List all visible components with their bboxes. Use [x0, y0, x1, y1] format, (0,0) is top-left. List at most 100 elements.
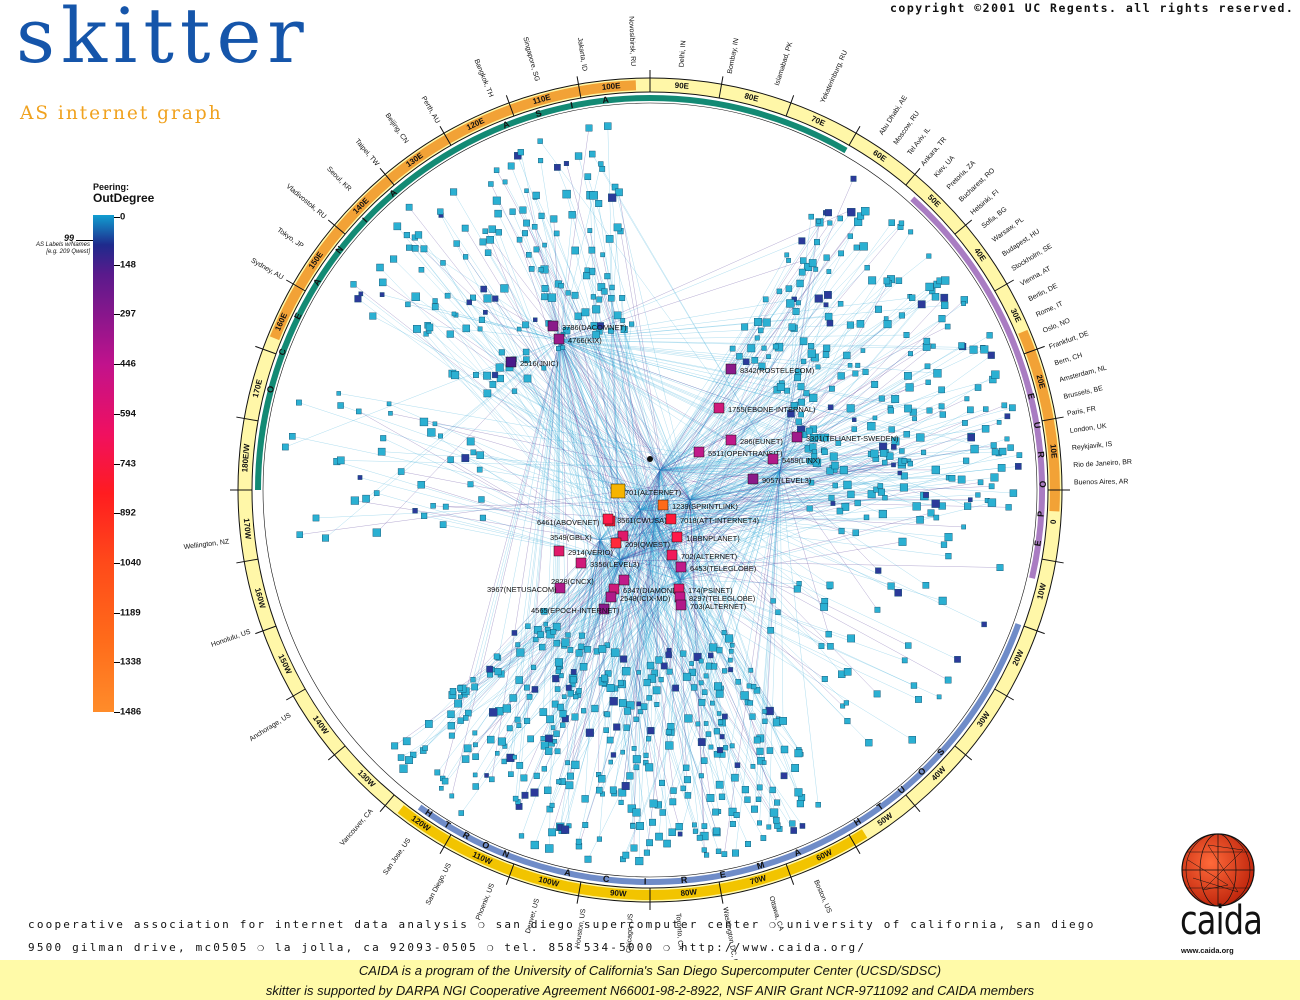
- as-node: [698, 658, 704, 664]
- hub-node: [747, 473, 759, 485]
- peering-edge: [659, 469, 834, 504]
- hub-node: [713, 402, 725, 414]
- peering-edge: [553, 579, 681, 632]
- as-node: [812, 458, 822, 467]
- as-node: [794, 749, 803, 758]
- peering-edge: [559, 297, 913, 341]
- longitude-tick: [439, 126, 452, 146]
- peering-edge: [619, 559, 913, 740]
- city-label: London, UK: [1069, 423, 1107, 435]
- peering-edge: [659, 222, 830, 471]
- longitude-label: 0: [1049, 519, 1058, 525]
- as-node: [751, 684, 757, 690]
- hub-node: [657, 499, 669, 511]
- peering-edge: [679, 437, 815, 581]
- peering-edge: [414, 237, 656, 521]
- hub-node: [675, 561, 687, 573]
- longitude-tick: [1041, 558, 1064, 564]
- peering-edge: [496, 200, 661, 471]
- as-node: [843, 668, 852, 676]
- as-node: [448, 732, 455, 739]
- as-node: [655, 832, 663, 841]
- as-node: [537, 138, 543, 144]
- as-node: [730, 643, 735, 648]
- as-node: [487, 735, 495, 744]
- city-label: Delhi, IN: [679, 40, 688, 67]
- region-letter-america: R: [680, 875, 688, 886]
- as-node: [898, 312, 905, 319]
- peering-edge: [659, 318, 887, 471]
- as-node: [441, 777, 449, 785]
- as-node: [623, 707, 631, 715]
- as-node: [729, 821, 736, 828]
- peering-edge: [492, 229, 621, 561]
- as-node: [964, 502, 972, 510]
- peering-edge: [429, 327, 601, 541]
- as-label: 4565(EPOCH-INTERNET): [531, 606, 620, 615]
- peering-edge: [559, 339, 824, 451]
- peering-edge: [639, 509, 964, 528]
- peering-edge: [559, 339, 830, 472]
- peering-edge: [619, 450, 902, 561]
- hub-node: [575, 557, 587, 569]
- as-node: [479, 238, 487, 246]
- as-label: 6461(ABOVENET): [537, 518, 600, 527]
- city-label: Paris, FR: [1067, 406, 1097, 418]
- as-node: [380, 435, 387, 442]
- as-node: [938, 596, 947, 605]
- as-node: [666, 668, 673, 675]
- legend-tick-mark: [114, 612, 120, 614]
- as-label: 1755(EBONE-INTERNAL): [728, 405, 816, 414]
- as-node: [561, 825, 570, 834]
- as-node: [489, 381, 497, 388]
- as-node: [579, 663, 588, 671]
- as-node: [964, 396, 970, 402]
- as-node: [636, 670, 641, 675]
- as-node: [652, 686, 661, 695]
- as-node: [714, 682, 722, 691]
- as-node: [663, 839, 671, 848]
- as-label: 6453(TELEGLOBE): [690, 564, 757, 573]
- as-node: [808, 479, 815, 486]
- as-node: [554, 163, 561, 171]
- region-letter-america: M: [756, 860, 766, 872]
- city-label: Anchorage, US: [248, 712, 292, 743]
- peering-edge: [721, 469, 781, 797]
- as-node: [954, 656, 961, 663]
- as-node: [940, 541, 948, 548]
- as-node: [823, 344, 831, 352]
- as-node: [470, 449, 477, 456]
- peering-edge: [689, 302, 799, 501]
- city-label: Seoul, KR: [325, 166, 352, 193]
- as-node: [620, 318, 626, 323]
- as-node: [486, 665, 494, 673]
- peering-edge: [659, 469, 722, 689]
- as-node: [859, 242, 868, 251]
- peering-edge: [619, 559, 748, 703]
- as-label: 3786(DACOMNET): [562, 323, 627, 332]
- peering-edge: [689, 429, 802, 501]
- as-node: [470, 294, 477, 301]
- as-node: [938, 386, 945, 394]
- as-node: [495, 363, 504, 372]
- peering-edge: [340, 405, 641, 511]
- legend-threshold-arrow: [76, 240, 93, 241]
- peering-edge: [654, 519, 909, 646]
- peering-edge: [659, 212, 826, 471]
- peering-edge: [517, 339, 561, 802]
- as-node: [962, 420, 968, 426]
- region-letter-north: O: [481, 839, 492, 851]
- as-node: [824, 312, 833, 321]
- longitude-label: 100E: [601, 81, 621, 92]
- peering-edge: [559, 339, 890, 457]
- as-node: [912, 502, 921, 511]
- as-node: [432, 421, 438, 427]
- as-node: [931, 499, 940, 508]
- as-label: 2516(JNIC): [520, 359, 559, 368]
- as-node: [798, 268, 806, 276]
- as-node: [754, 318, 762, 326]
- peering-edge: [559, 339, 720, 651]
- as-node: [847, 233, 854, 239]
- as-node: [604, 642, 610, 648]
- as-node: [544, 786, 552, 795]
